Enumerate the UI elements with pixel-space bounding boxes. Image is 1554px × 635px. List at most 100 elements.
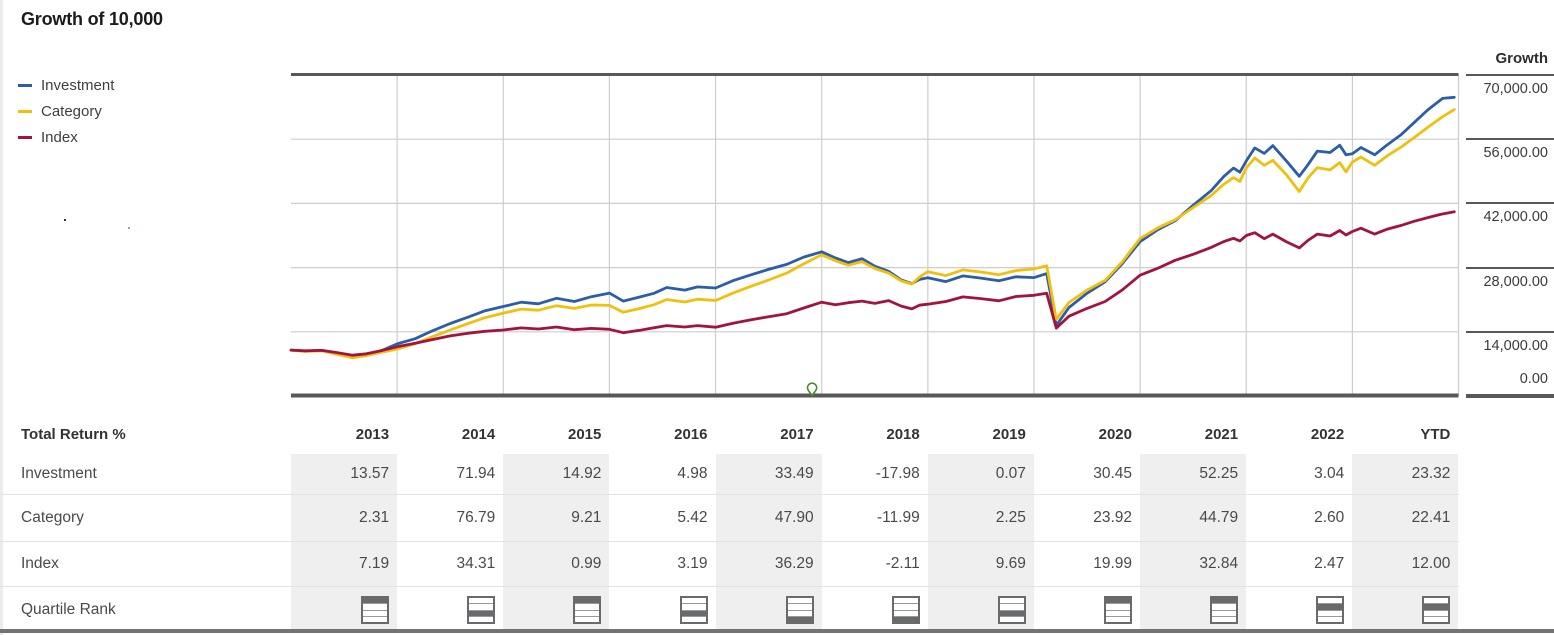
return-cell: 4.98 <box>677 465 708 482</box>
quartile-filled-segment <box>681 610 706 616</box>
quartile-segment <box>575 604 600 610</box>
quartile-segment <box>893 604 918 610</box>
chart-legend: Investment Category Index <box>18 72 114 150</box>
quartile-segment <box>1318 610 1343 616</box>
growth-axis-rule <box>1466 138 1554 141</box>
table-row-category: Category 2.31 76.79 9.21 5.42 47.90 -11.99 2.25… <box>0 494 1459 541</box>
return-cell: 33.49 <box>715 454 822 494</box>
series-line-index <box>289 210 1456 357</box>
table-header-label: Total Return % <box>21 426 126 443</box>
return-cell: 3.04 <box>1314 465 1345 482</box>
quartile-rank-icon-q3[interactable] <box>467 596 496 624</box>
quartile-segment <box>1106 610 1130 616</box>
table-row-index: Index 7.19 34.31 0.99 3.19 36.29 -2.11 9.69 19.9… <box>0 541 1459 586</box>
quartile-segment <box>575 610 600 616</box>
quartile-cell <box>1246 587 1352 633</box>
quartile-segment <box>1106 616 1130 622</box>
return-cell: 12.00 <box>1352 542 1459 586</box>
quartile-segment <box>363 610 388 616</box>
quartile-cell <box>715 587 822 633</box>
quartile-segment <box>1318 616 1343 622</box>
column-header-2014: 2014 <box>461 426 496 443</box>
return-cell: 0.99 <box>503 542 610 586</box>
quartile-filled-segment <box>893 616 918 622</box>
return-cell: 0.07 <box>927 454 1034 494</box>
quartile-segment <box>1212 604 1237 610</box>
quartile-rank-icon-q1[interactable] <box>573 596 602 624</box>
legend-item-category[interactable]: Category <box>18 98 114 124</box>
quartile-segment <box>787 610 812 616</box>
quartile-segment <box>469 616 494 622</box>
quartile-rank-icon-q4[interactable] <box>785 596 814 624</box>
chart-top-border <box>291 73 1459 76</box>
legend-swatch-icon <box>18 109 32 113</box>
quartile-cell <box>291 587 398 633</box>
return-cell: 19.99 <box>1093 555 1132 572</box>
return-cell: -17.98 <box>875 465 920 482</box>
quartile-rank-icon-q1[interactable] <box>361 596 390 624</box>
legend-label: Index <box>41 128 78 146</box>
quartile-filled-segment <box>1212 598 1237 604</box>
column-header-2016: 2016 <box>674 426 708 443</box>
return-cell: 47.90 <box>715 495 822 541</box>
column-header-2019: 2019 <box>992 426 1026 443</box>
quartile-rank-icon-q2[interactable] <box>1316 596 1345 624</box>
quartile-rank-icon-q3[interactable] <box>997 596 1026 624</box>
growth-axis-tick-label: 28,000.00 <box>1483 273 1548 290</box>
quartile-cell <box>1034 587 1140 633</box>
growth-axis-tick-label: 42,000.00 <box>1483 209 1548 226</box>
return-cell: 36.29 <box>715 542 822 586</box>
quartile-segment <box>1212 616 1237 622</box>
column-header-2020: 2020 <box>1098 426 1132 443</box>
return-cell: 2.25 <box>927 495 1034 541</box>
growth-axis-rule <box>1466 202 1554 205</box>
quartile-segment <box>787 604 812 610</box>
return-cell: 23.92 <box>1093 509 1132 526</box>
quartile-filled-segment <box>363 598 388 604</box>
column-header-ytd: YTD <box>1420 426 1451 443</box>
quartile-segment <box>1212 610 1237 616</box>
quartile-cell <box>503 587 610 633</box>
table-header-row: Total Return % 2013 2014 2015 2016 2017 2018 20… <box>0 415 1459 454</box>
stray-pixel-dot <box>128 227 130 229</box>
growth-of-10000-chart[interactable] <box>0 0 1554 412</box>
return-cell: 71.94 <box>456 465 496 482</box>
quartile-segment <box>681 598 706 604</box>
column-header-2018: 2018 <box>886 426 920 443</box>
return-cell: 9.21 <box>503 495 610 541</box>
quartile-segment <box>999 598 1024 604</box>
return-cell: -2.11 <box>885 555 920 572</box>
quartile-segment <box>999 604 1024 610</box>
return-cell: 2.31 <box>291 495 398 541</box>
growth-axis-header: Growth <box>1495 50 1549 67</box>
quartile-filled-segment <box>999 610 1024 616</box>
quartile-segment <box>893 610 918 616</box>
quartile-rank-icon-q1[interactable] <box>1210 596 1239 624</box>
return-cell: 5.42 <box>677 509 708 526</box>
quartile-filled-segment <box>787 616 812 622</box>
quartile-rank-icon-q1[interactable] <box>1104 596 1132 624</box>
legend-swatch-icon <box>18 135 32 139</box>
growth-axis-tick-label: 70,000.00 <box>1483 81 1548 97</box>
quartile-segment <box>999 616 1024 622</box>
quartile-rank-icon-q3[interactable] <box>679 596 708 624</box>
return-cell: 13.57 <box>291 454 398 494</box>
quartile-segment <box>1106 604 1130 610</box>
quartile-segment <box>1424 610 1449 616</box>
quartile-filled-segment <box>1106 598 1130 604</box>
return-cell: -11.99 <box>876 509 920 526</box>
row-label: Quartile Rank <box>21 601 116 618</box>
quartile-segment <box>1424 598 1449 604</box>
table-bottom-border <box>0 629 1554 633</box>
return-cell: 9.69 <box>927 542 1034 586</box>
map-pin-icon[interactable] <box>806 382 818 398</box>
quartile-rank-icon-q2[interactable] <box>1422 596 1451 624</box>
table-row-quartile-rank: Quartile Rank <box>0 586 1459 633</box>
legend-item-index[interactable]: Index <box>18 124 114 150</box>
quartile-rank-icon-q4[interactable] <box>891 596 920 624</box>
chart-bottom-axis <box>291 393 1459 398</box>
series-line-investment <box>289 95 1456 359</box>
legend-item-investment[interactable]: Investment <box>18 72 114 98</box>
column-header-2015: 2015 <box>568 426 602 443</box>
column-header-2022: 2022 <box>1310 426 1345 443</box>
